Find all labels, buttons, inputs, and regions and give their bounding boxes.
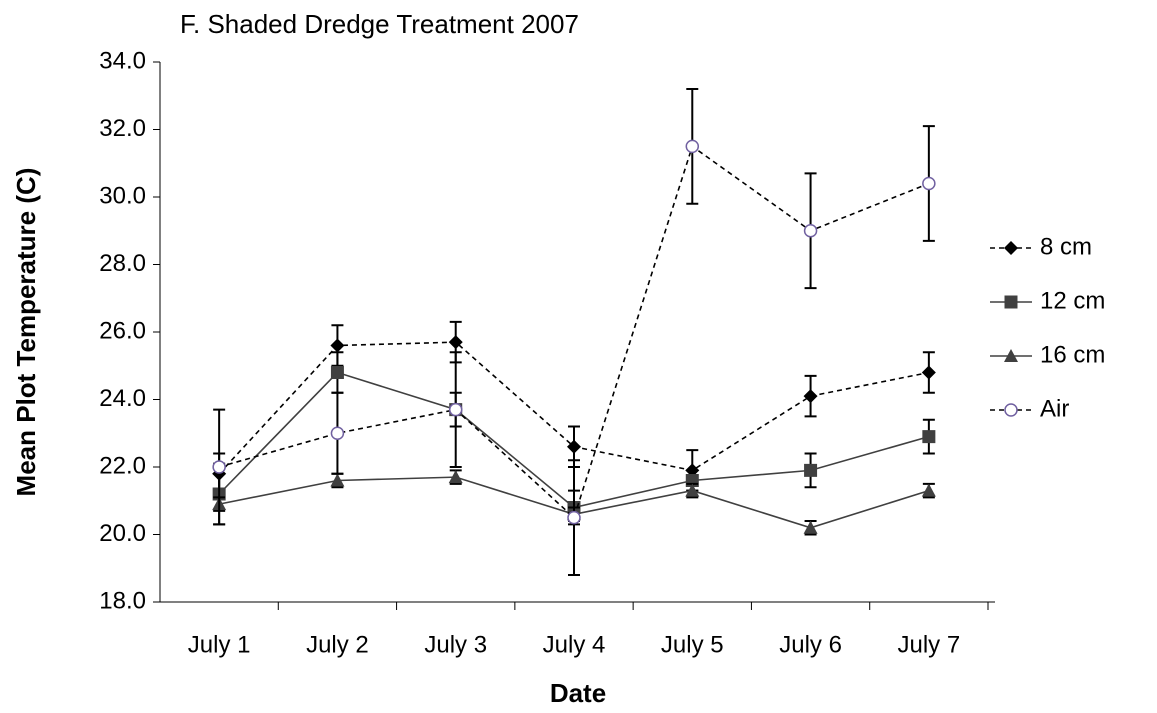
y-tick-label: 28.0 — [99, 250, 146, 277]
x-tick-label: July 5 — [661, 631, 724, 658]
x-tick-label: July 6 — [779, 631, 842, 658]
data-point — [922, 176, 936, 191]
x-tick-label: July 7 — [898, 631, 961, 658]
data-point — [330, 338, 345, 353]
legend-marker — [1004, 295, 1018, 309]
x-tick-label: July 1 — [188, 631, 251, 658]
data-point — [685, 483, 700, 497]
data-point — [803, 389, 818, 404]
data-point — [448, 335, 463, 350]
legend-label: 12 cm — [1040, 287, 1105, 314]
legend-label: Air — [1040, 395, 1069, 422]
data-point — [448, 402, 463, 417]
data-point — [804, 463, 818, 477]
y-tick-label: 24.0 — [99, 385, 146, 412]
legend-label: 8 cm — [1040, 233, 1092, 260]
y-tick-label: 32.0 — [99, 115, 146, 142]
x-axis-label: Date — [550, 678, 606, 708]
data-point — [803, 224, 818, 238]
y-axis-label: Mean Plot Temperature (C) — [11, 168, 41, 497]
data-point — [212, 460, 226, 474]
y-tick-label: 18.0 — [99, 587, 146, 614]
y-tick-label: 30.0 — [99, 182, 146, 209]
y-tick-label: 26.0 — [99, 317, 146, 344]
data-point — [567, 439, 581, 454]
data-point — [567, 510, 581, 525]
y-tick-label: 20.0 — [99, 520, 146, 547]
data-point — [448, 470, 463, 484]
data-point — [330, 473, 345, 487]
data-point — [330, 426, 345, 440]
legend-label: 16 cm — [1040, 341, 1105, 368]
data-point — [922, 430, 936, 444]
y-tick-label: 34.0 — [99, 47, 146, 74]
data-point — [330, 366, 344, 379]
legend-marker — [1004, 403, 1018, 417]
x-tick-label: July 2 — [306, 631, 369, 658]
legend-marker — [1004, 349, 1018, 362]
data-point — [685, 139, 700, 154]
x-tick-label: July 3 — [424, 631, 487, 658]
y-tick-label: 22.0 — [99, 452, 146, 479]
legend-marker — [1004, 241, 1018, 255]
data-point — [803, 520, 818, 534]
x-tick-label: July 4 — [543, 631, 606, 658]
data-point — [921, 365, 936, 380]
chart-title: F. Shaded Dredge Treatment 2007 — [180, 9, 579, 39]
data-point — [921, 483, 936, 497]
